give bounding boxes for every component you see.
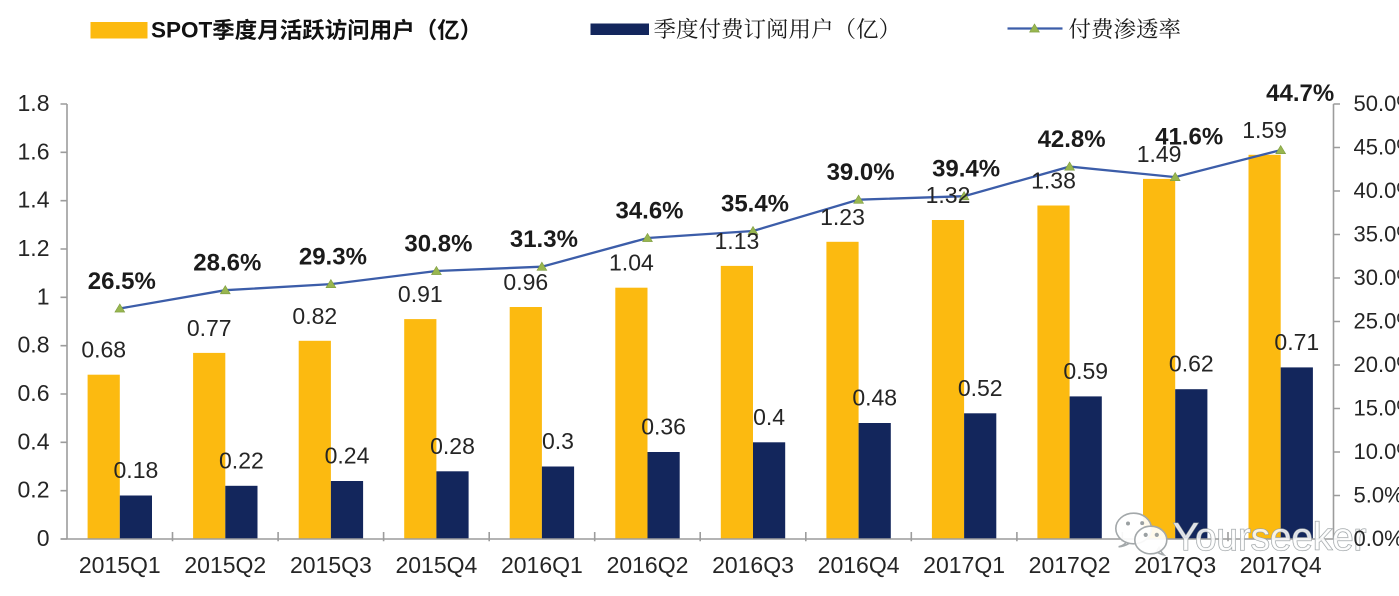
svg-text:25.0%: 25.0%	[1354, 309, 1399, 334]
svg-text:1.8: 1.8	[18, 90, 50, 116]
svg-text:28.6%: 28.6%	[193, 250, 261, 277]
svg-text:0.4: 0.4	[753, 404, 785, 430]
svg-text:1.23: 1.23	[820, 204, 865, 230]
svg-text:39.4%: 39.4%	[932, 156, 1000, 183]
svg-text:10.0%: 10.0%	[1354, 439, 1399, 464]
svg-text:29.3%: 29.3%	[299, 244, 367, 271]
svg-text:1.6: 1.6	[18, 138, 50, 164]
svg-text:45.0%: 45.0%	[1354, 135, 1399, 160]
svg-text:0.8: 0.8	[18, 332, 50, 358]
svg-text:0.3: 0.3	[542, 428, 574, 454]
svg-text:2017Q4: 2017Q4	[1240, 552, 1322, 578]
svg-text:SPOT: SPOT	[151, 18, 213, 43]
svg-text:2015Q4: 2015Q4	[395, 552, 477, 578]
svg-text:0.62: 0.62	[1169, 351, 1214, 377]
svg-text:1.32: 1.32	[926, 182, 971, 208]
svg-text:50.0%: 50.0%	[1354, 91, 1399, 116]
svg-text:0.71: 0.71	[1274, 329, 1319, 355]
svg-text:0.18: 0.18	[114, 457, 159, 483]
svg-text:1.4: 1.4	[18, 187, 50, 213]
svg-text:31.3%: 31.3%	[510, 226, 578, 253]
svg-text:1.49: 1.49	[1137, 141, 1182, 167]
svg-text:2017Q3: 2017Q3	[1134, 552, 1216, 578]
svg-text:44.7%: 44.7%	[1266, 80, 1334, 107]
svg-text:0.36: 0.36	[641, 414, 686, 440]
svg-text:Yourseeker: Yourseeker	[1173, 516, 1367, 559]
svg-text:0.2: 0.2	[18, 477, 50, 503]
svg-text:2017Q2: 2017Q2	[1029, 552, 1111, 578]
svg-text:2016Q3: 2016Q3	[712, 552, 794, 578]
svg-text:26.5%: 26.5%	[88, 268, 156, 295]
svg-text:39.0%: 39.0%	[827, 159, 895, 186]
svg-text:40.0%: 40.0%	[1354, 178, 1399, 203]
svg-text:41.6%: 41.6%	[1155, 124, 1223, 151]
svg-text:0.96: 0.96	[503, 269, 548, 295]
svg-text:30.8%: 30.8%	[404, 231, 472, 258]
svg-text:0.24: 0.24	[325, 443, 370, 469]
svg-text:2017Q1: 2017Q1	[923, 552, 1005, 578]
svg-text:0.52: 0.52	[958, 375, 1003, 401]
svg-text:5.0%: 5.0%	[1354, 483, 1399, 508]
svg-text:2015Q3: 2015Q3	[290, 552, 372, 578]
svg-text:34.6%: 34.6%	[615, 198, 683, 225]
svg-text:42.8%: 42.8%	[1038, 126, 1106, 153]
svg-text:0.91: 0.91	[398, 281, 443, 307]
svg-text:35.4%: 35.4%	[721, 191, 789, 218]
svg-text:0.28: 0.28	[430, 433, 475, 459]
svg-text:1.04: 1.04	[609, 250, 654, 276]
svg-text:2016Q2: 2016Q2	[607, 552, 689, 578]
svg-text:1: 1	[37, 283, 50, 309]
svg-text:0.22: 0.22	[219, 447, 264, 473]
svg-text:0.0%: 0.0%	[1354, 526, 1399, 551]
svg-text:0: 0	[37, 525, 50, 551]
svg-text:1.59: 1.59	[1242, 117, 1287, 143]
svg-text:0.77: 0.77	[187, 315, 232, 341]
svg-text:2016Q1: 2016Q1	[501, 552, 583, 578]
svg-text:15.0%: 15.0%	[1354, 396, 1399, 421]
svg-text:0.68: 0.68	[81, 337, 126, 363]
svg-text:1.13: 1.13	[715, 228, 760, 254]
svg-text:0.48: 0.48	[852, 385, 897, 411]
svg-text:35.0%: 35.0%	[1354, 222, 1399, 247]
svg-text:0.6: 0.6	[18, 380, 50, 406]
svg-text:20.0%: 20.0%	[1354, 352, 1399, 377]
svg-text:2015Q1: 2015Q1	[79, 552, 161, 578]
svg-text:0.82: 0.82	[292, 303, 337, 329]
svg-text:2015Q2: 2015Q2	[184, 552, 266, 578]
svg-text:30.0%: 30.0%	[1354, 265, 1399, 290]
svg-text:0.59: 0.59	[1063, 358, 1108, 384]
svg-text:1.2: 1.2	[18, 235, 50, 261]
svg-text:0.4: 0.4	[18, 428, 50, 454]
svg-text:2016Q4: 2016Q4	[818, 552, 900, 578]
svg-text:1.38: 1.38	[1031, 168, 1076, 194]
